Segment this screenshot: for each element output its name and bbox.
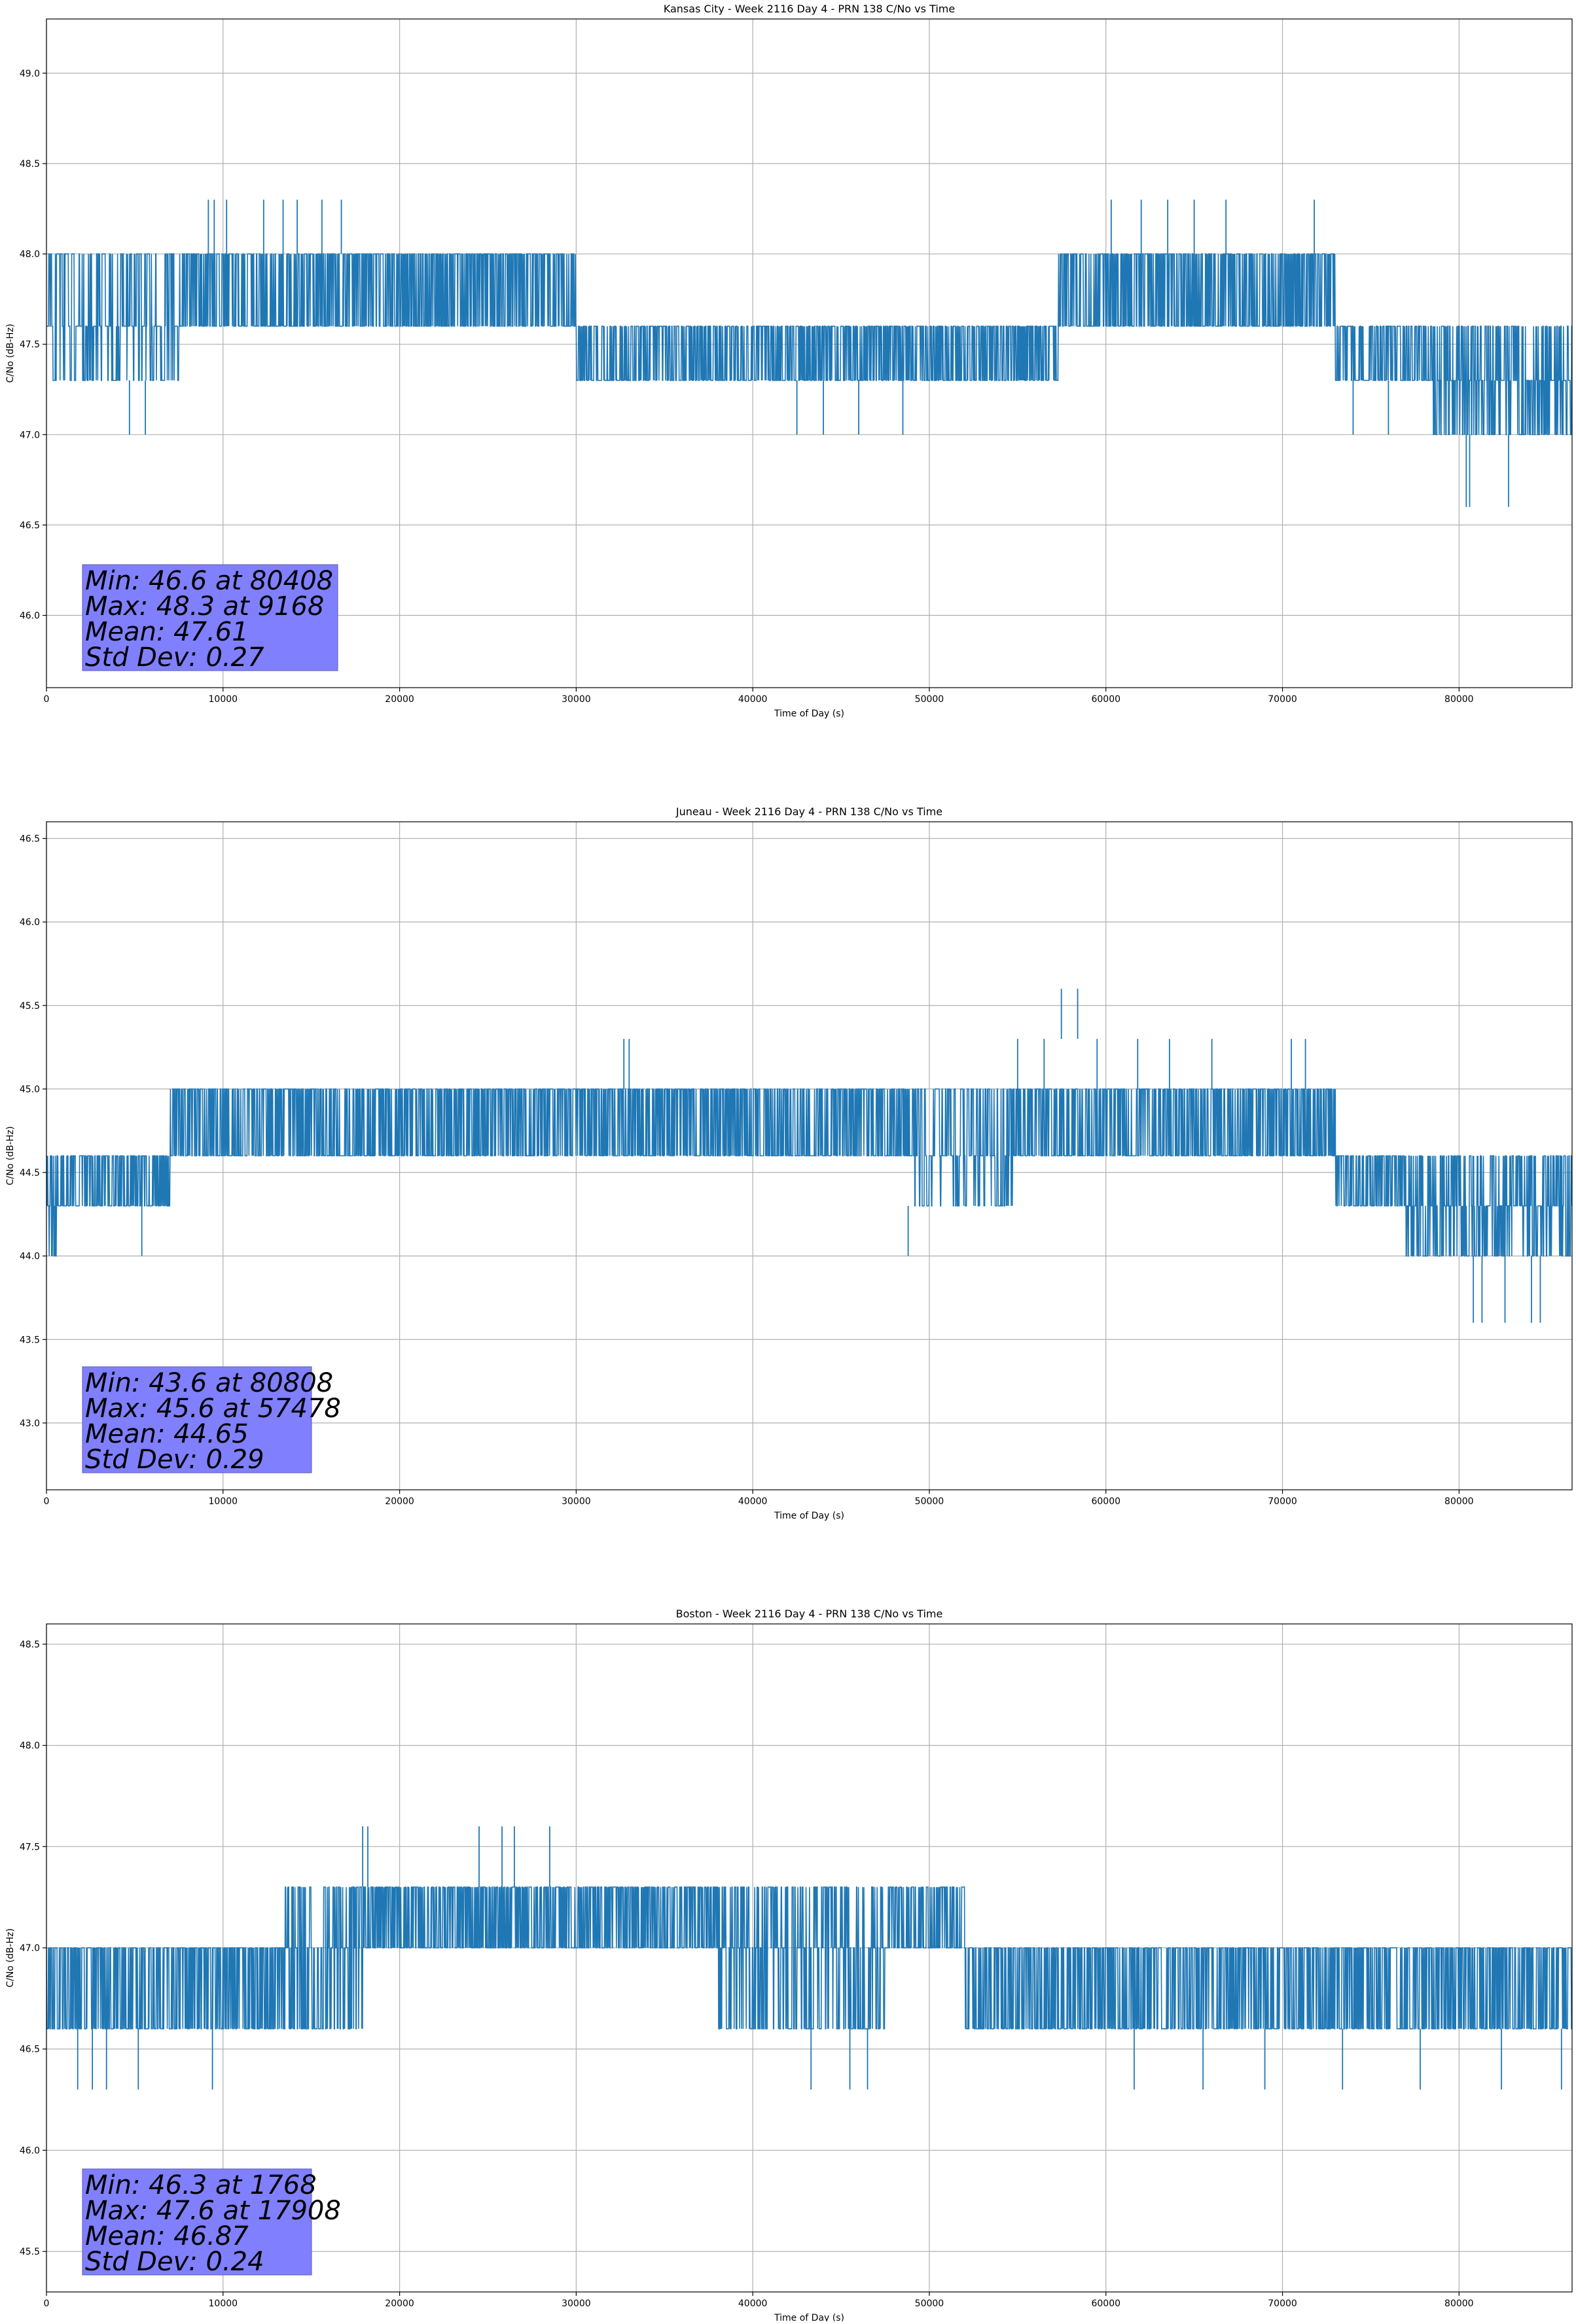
y-tick-label: 46.5 — [20, 520, 40, 531]
stats-std-dev: Std Dev: 0.24 — [85, 2247, 264, 2277]
y-tick-label: 47.0 — [20, 430, 40, 440]
stats-std-dev: Std Dev: 0.27 — [85, 643, 264, 673]
y-tick-label: 46.0 — [20, 917, 40, 928]
x-tick-label: 10000 — [209, 2298, 238, 2309]
axes-frame — [46, 821, 1573, 1490]
x-tick-label: 80000 — [1444, 1496, 1474, 1507]
x-tick-label: 60000 — [1091, 694, 1120, 705]
x-tick-label: 80000 — [1444, 694, 1474, 705]
y-tick-label: 45.0 — [20, 1084, 40, 1095]
stats-min: Min: 46.6 at 80408 — [85, 566, 333, 596]
stats-box-background — [82, 2168, 312, 2276]
x-tick-label: 10000 — [209, 694, 238, 705]
data-series-line — [46, 1088, 1572, 1257]
chart-title: Kansas City - Week 2116 Day 4 - PRN 138 … — [664, 3, 955, 15]
x-tick-label: 20000 — [385, 2298, 414, 2309]
stats-box-background — [82, 1366, 312, 1473]
x-tick-label: 80000 — [1444, 2298, 1474, 2309]
axes-frame — [46, 18, 1573, 688]
y-tick-label: 48.0 — [20, 1741, 40, 1752]
chart-title: Juneau - Week 2116 Day 4 - PRN 138 C/No … — [675, 805, 942, 818]
x-tick-label: 20000 — [385, 694, 414, 705]
x-tick-label: 40000 — [738, 694, 768, 705]
x-tick-label: 50000 — [915, 2298, 944, 2309]
stats-max: Max: 47.6 at 17908 — [85, 2196, 341, 2226]
x-tick-label: 30000 — [562, 694, 591, 705]
x-tick-label: 70000 — [1268, 1496, 1297, 1507]
x-tick-label: 70000 — [1268, 694, 1297, 705]
stats-min: Min: 46.3 at 1768 — [85, 2170, 317, 2200]
y-tick-label: 47.5 — [20, 340, 40, 350]
x-axis-label: Time of Day (s) — [774, 1511, 844, 1521]
stats-max: Max: 48.3 at 9168 — [85, 591, 324, 622]
y-axis-label: C/No (dB-Hz) — [5, 1126, 16, 1185]
x-tick-label: 60000 — [1091, 2298, 1120, 2309]
x-tick-label: 10000 — [209, 1496, 238, 1507]
y-tick-label: 48.5 — [20, 1640, 40, 1650]
x-tick-label: 0 — [44, 2298, 50, 2309]
y-tick-label: 44.5 — [20, 1168, 40, 1178]
x-tick-label: 30000 — [562, 1496, 591, 1507]
stats-mean: Mean: 47.61 — [85, 617, 249, 647]
x-tick-label: 50000 — [915, 694, 944, 705]
stats-box-background — [82, 564, 338, 671]
y-tick-label: 47.0 — [20, 1943, 40, 1954]
chart-panel-1: 0 10000 20000 30000 40000 50000 60000 70000 8000… — [5, 3, 1573, 719]
y-tick-label: 45.5 — [20, 1001, 40, 1012]
axes-frame — [46, 1623, 1573, 2293]
y-tick-label: 46.0 — [20, 611, 40, 622]
x-tick-label: 40000 — [738, 1496, 768, 1507]
y-tick-label: 43.0 — [20, 1418, 40, 1429]
y-tick-label: 48.0 — [20, 249, 40, 260]
y-tick-label: 46.0 — [20, 2145, 40, 2156]
y-tick-label: 45.5 — [20, 2247, 40, 2257]
y-tick-label: 43.5 — [20, 1335, 40, 1345]
x-axis-label: Time of Day (s) — [774, 709, 844, 719]
y-tick-label: 49.0 — [20, 69, 40, 79]
x-tick-label: 0 — [44, 694, 50, 705]
stats-min: Min: 43.6 at 80808 — [85, 1368, 333, 1398]
y-tick-label: 48.5 — [20, 159, 40, 169]
spikes — [77, 1826, 1562, 2090]
stats-max: Max: 45.6 at 57478 — [85, 1394, 341, 1424]
x-axis-label: Time of Day (s) — [774, 2313, 844, 2321]
x-tick-label: 70000 — [1268, 2298, 1297, 2309]
spikes — [141, 989, 1541, 1323]
x-tick-label: 50000 — [915, 1496, 944, 1507]
spikes — [128, 200, 1509, 507]
x-tick-label: 40000 — [738, 2298, 768, 2309]
chart-panel-3: 0 10000 20000 30000 40000 50000 60000 70000 8000… — [5, 1608, 1573, 2323]
chart-panel-2: 0 10000 20000 30000 40000 50000 60000 70000 8000… — [5, 805, 1573, 1521]
y-axis-label: C/No (dB-Hz) — [5, 324, 16, 383]
y-tick-label: 46.5 — [20, 834, 40, 845]
y-tick-label: 47.5 — [20, 1842, 40, 1852]
y-tick-label: 46.5 — [20, 2045, 40, 2055]
data-series-line — [46, 253, 1572, 436]
stats-mean: Mean: 46.87 — [85, 2221, 249, 2251]
y-tick-label: 44.0 — [20, 1252, 40, 1262]
stats-std-dev: Std Dev: 0.29 — [85, 1445, 264, 1475]
y-axis-label: C/No (dB-Hz) — [5, 1928, 16, 1987]
x-tick-label: 0 — [44, 1496, 50, 1507]
x-tick-label: 30000 — [562, 2298, 591, 2309]
chart-title: Boston - Week 2116 Day 4 - PRN 138 C/No … — [676, 1608, 943, 1620]
data-series-line — [46, 1886, 1572, 2030]
x-tick-label: 20000 — [385, 1496, 414, 1507]
stats-mean: Mean: 44.65 — [85, 1419, 249, 1449]
x-tick-label: 60000 — [1091, 1496, 1120, 1507]
